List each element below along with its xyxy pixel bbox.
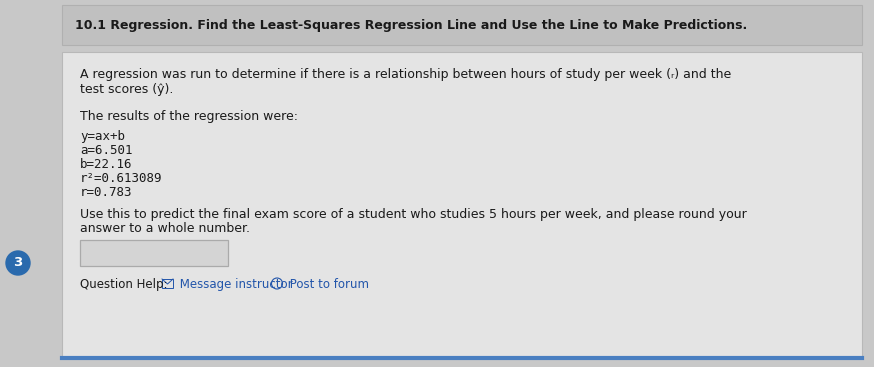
FancyBboxPatch shape [62,5,862,45]
Text: r²=0.613089: r²=0.613089 [80,172,163,185]
Text: 3: 3 [13,257,23,269]
Text: y=ax+b: y=ax+b [80,130,125,143]
Text: Post to forum: Post to forum [286,278,369,291]
Text: 10.1 Regression. Find the Least-Squares Regression Line and Use the Line to Make: 10.1 Regression. Find the Least-Squares … [75,18,747,32]
Text: b=22.16: b=22.16 [80,158,133,171]
Text: Message instructor: Message instructor [176,278,293,291]
Text: The results of the regression were:: The results of the regression were: [80,110,298,123]
Text: r=0.783: r=0.783 [80,186,133,199]
Circle shape [6,251,30,275]
FancyBboxPatch shape [80,240,228,266]
Text: Use this to predict the final exam score of a student who studies 5 hours per we: Use this to predict the final exam score… [80,208,746,221]
Text: answer to a whole number.: answer to a whole number. [80,222,250,235]
Text: A regression was run to determine if there is a relationship between hours of st: A regression was run to determine if the… [80,68,732,81]
Text: a=6.501: a=6.501 [80,144,133,157]
Text: Question Help:: Question Help: [80,278,175,291]
Text: test scores (ŷ).: test scores (ŷ). [80,83,173,96]
FancyBboxPatch shape [62,52,862,357]
